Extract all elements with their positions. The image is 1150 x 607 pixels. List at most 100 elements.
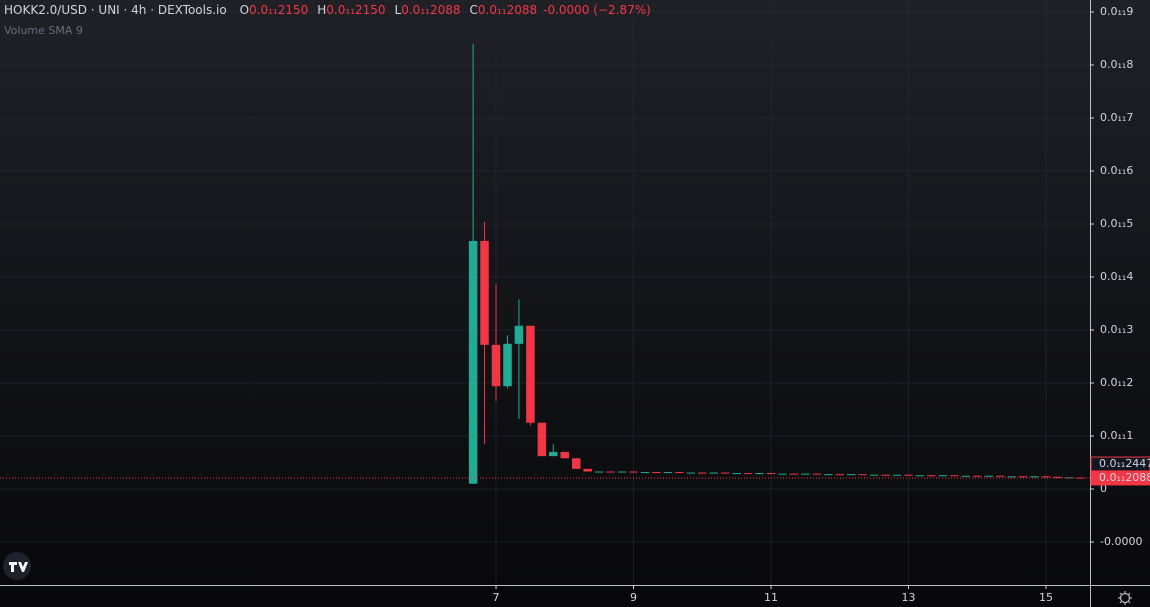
candle-body: [526, 325, 535, 423]
y-tick-label: 0.0₁₁1: [1100, 429, 1133, 442]
candle-body: [824, 474, 833, 476]
candle: [904, 474, 913, 476]
price-label: 0.0₁₁2088: [1099, 471, 1150, 484]
candle: [1041, 476, 1051, 478]
candle-body: [640, 472, 650, 474]
candle: [640, 472, 650, 474]
symbol-title: HOKK2.0/USD · UNI · 4h · DEXTools.io: [4, 3, 227, 17]
candle: [480, 221, 489, 444]
candle: [755, 473, 764, 475]
candle-body: [698, 472, 707, 474]
candle-body: [743, 473, 753, 475]
candle: [858, 474, 867, 476]
candle: [995, 475, 1005, 477]
axes: 0.0₁₁9 0.0₁₁8 0.0₁₁7 0.0₁₁6 0.0₁₁5 0.0₁₁4 0.0₁…: [493, 5, 1143, 604]
candle-body: [778, 473, 787, 475]
candle: [537, 422, 547, 457]
candle-body: [869, 474, 879, 476]
candle: [881, 474, 890, 476]
candle-body: [927, 475, 936, 477]
candle-body: [594, 471, 604, 473]
candle: [606, 471, 615, 473]
ohlc-key: H: [317, 3, 327, 17]
candle: [1007, 476, 1016, 478]
candle-body: [950, 475, 959, 477]
price-change: -0.0000 (−2.87%): [543, 3, 651, 17]
candle-body: [549, 451, 558, 457]
candle: [789, 473, 799, 475]
candle-body: [961, 475, 971, 477]
candle-body: [1041, 476, 1051, 478]
candle: [869, 474, 879, 476]
candle-body: [732, 473, 741, 475]
chart-legend: HOKK2.0/USD · UNI · 4h · DEXTools.io O0.…: [4, 3, 651, 17]
candle: [961, 475, 971, 477]
candle-body: [709, 472, 718, 474]
candle: [1053, 476, 1062, 478]
y-tick-label: 0.0₁₁6: [1100, 164, 1133, 177]
y-tick-label: -0.0000: [1100, 535, 1142, 548]
candle-body: [686, 472, 696, 474]
candle: [514, 299, 524, 420]
candles: [468, 43, 1085, 484]
candle: [766, 473, 776, 475]
candle-body: [892, 474, 902, 476]
candle: [927, 475, 936, 477]
candle: [915, 475, 925, 477]
candle: [491, 283, 501, 402]
candle: [973, 475, 982, 477]
ohlc-value: 0.0₁₁2150: [326, 3, 386, 17]
candle-body: [606, 471, 615, 473]
x-tick-label: 9: [630, 591, 637, 604]
candle: [698, 472, 707, 474]
candle: [1030, 476, 1039, 478]
price-label: 0.0₁₁2447: [1099, 457, 1150, 470]
x-tick-label: 11: [764, 591, 778, 604]
candle: [571, 458, 581, 469]
candle-body: [503, 343, 512, 387]
indicator-label: Volume SMA 9: [4, 24, 83, 37]
candle-body: [617, 471, 627, 473]
x-tick-label: 15: [1039, 591, 1053, 604]
candle: [801, 473, 810, 475]
candle-body: [915, 475, 925, 477]
candle-body: [881, 474, 890, 476]
candle: [732, 473, 741, 475]
candle-body: [468, 240, 478, 484]
settings-icon[interactable]: [1118, 591, 1132, 605]
price-label-box: [1090, 470, 1150, 486]
ohlc-key: O: [239, 3, 250, 17]
candle: [663, 472, 673, 474]
candle-body: [846, 474, 856, 476]
candle-body: [835, 474, 845, 476]
candle-body: [858, 474, 867, 476]
candle-body: [995, 475, 1005, 477]
candle: [583, 468, 592, 472]
y-tick-label: 0.0₁₁4: [1100, 270, 1133, 283]
candle: [560, 451, 570, 459]
candle: [824, 474, 833, 476]
candle-body: [904, 474, 913, 476]
candle-body: [812, 473, 822, 475]
y-tick-label: 0.0₁₁7: [1100, 111, 1133, 124]
ohlc-key: L: [394, 3, 402, 17]
candle-body: [480, 240, 489, 345]
candle: [720, 472, 730, 474]
y-tick-label: 0.0₁₁8: [1100, 58, 1133, 71]
candle-body: [1007, 476, 1016, 478]
candle-body: [629, 471, 638, 473]
candle: [835, 474, 845, 476]
ohlc-value: 0.0₁₁2150: [249, 3, 309, 17]
y-tick-label: 0: [1100, 482, 1107, 495]
candle-body: [938, 475, 948, 477]
candle-body: [1018, 476, 1028, 478]
y-tick-label: 0.0₁₁5: [1100, 217, 1133, 230]
candle: [812, 473, 822, 475]
candle: [950, 475, 959, 477]
tradingview-logo[interactable]: [3, 552, 31, 580]
candle-body: [1030, 476, 1039, 478]
candle: [686, 472, 696, 474]
candle: [629, 471, 638, 473]
candle-body: [720, 472, 730, 474]
ohlc-value: 0.0₁₁2088: [477, 3, 538, 17]
